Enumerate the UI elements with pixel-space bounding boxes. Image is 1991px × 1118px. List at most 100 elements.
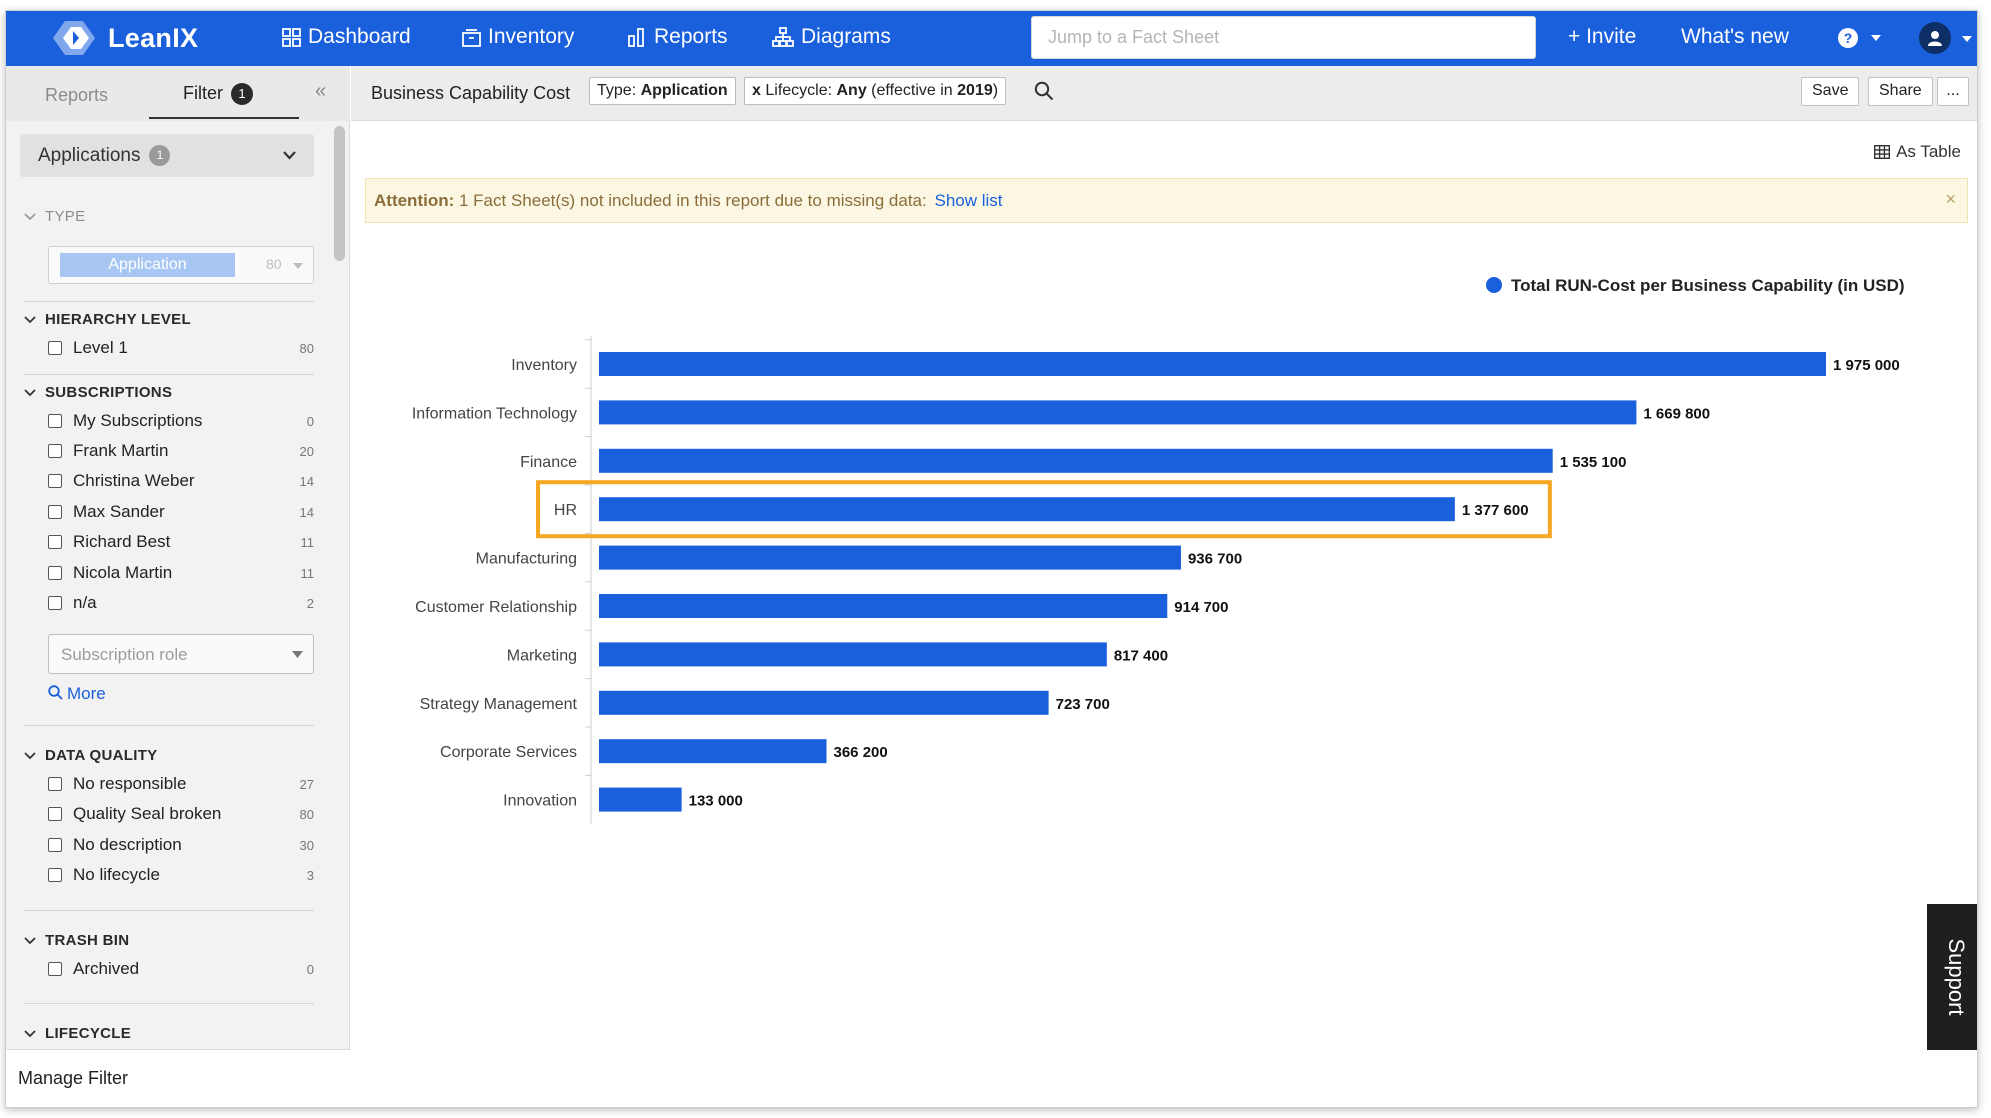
filter-chip-lifecycle[interactable]: x Lifecycle: Any (effective in 2019) bbox=[744, 77, 1007, 105]
subscription-role-select[interactable]: Subscription role bbox=[48, 634, 314, 674]
filter-option-nicola-martin[interactable]: Nicola Martin 11 bbox=[48, 563, 314, 583]
user-menu-chevron-icon[interactable] bbox=[1961, 35, 1973, 43]
bar-manufacturing[interactable] bbox=[599, 545, 1181, 570]
trash-bin-section-header[interactable]: TRASH BIN bbox=[24, 932, 129, 949]
filter-count-badge: 1 bbox=[231, 83, 253, 106]
chart-value-labels: 1 975 000 1 669 800 1 535 100 1 377 600 936 … bbox=[689, 357, 1900, 810]
bar-innovation[interactable] bbox=[599, 787, 682, 812]
bar-marketing[interactable] bbox=[599, 642, 1107, 667]
filter-option-christina-weber[interactable]: Christina Weber 14 bbox=[48, 471, 314, 491]
checkbox[interactable] bbox=[48, 777, 62, 791]
divider bbox=[24, 725, 314, 726]
chip-lifecycle-close: ) bbox=[992, 82, 999, 99]
filter-option-quality-seal-broken[interactable]: Quality Seal broken 80 bbox=[48, 804, 314, 824]
bar-customer-relationship[interactable] bbox=[599, 594, 1168, 618]
active-tab-indicator bbox=[149, 117, 299, 119]
checkbox[interactable] bbox=[48, 505, 62, 519]
more-actions-button[interactable]: ... bbox=[1937, 77, 1969, 106]
more-link[interactable]: More bbox=[48, 684, 106, 704]
data-quality-section-header[interactable]: DATA QUALITY bbox=[24, 747, 157, 764]
invite-button[interactable]: + Invite bbox=[1568, 25, 1637, 48]
bar-inventory[interactable] bbox=[599, 352, 1826, 376]
tab-reports[interactable]: Reports bbox=[45, 85, 109, 105]
filter-option-no-responsible[interactable]: No responsible 27 bbox=[48, 774, 314, 794]
checkbox[interactable] bbox=[48, 962, 62, 976]
show-list-link[interactable]: Show list bbox=[934, 191, 1003, 210]
attention-text: 1 Fact Sheet(s) not included in this rep… bbox=[454, 191, 927, 210]
filter-option-no-description[interactable]: No description 30 bbox=[48, 835, 314, 855]
option-label: No description bbox=[73, 835, 182, 854]
checkbox[interactable] bbox=[48, 474, 62, 488]
nav-dashboard[interactable]: Dashboard bbox=[282, 25, 411, 49]
type-filter[interactable]: Application 80 bbox=[48, 246, 314, 284]
filter-chip-type[interactable]: Type: Application bbox=[589, 77, 736, 105]
option-count: 0 bbox=[306, 961, 314, 977]
save-button[interactable]: Save bbox=[1801, 77, 1860, 106]
close-icon[interactable]: × bbox=[1945, 189, 1956, 209]
chip-lifecycle-suffix: (effective in bbox=[866, 82, 958, 99]
bar-information-technology[interactable] bbox=[599, 400, 1637, 425]
chart-legend[interactable]: Total RUN-Cost per Business Capability (… bbox=[1486, 276, 1905, 295]
tab-filter[interactable]: Filter 1 bbox=[183, 83, 253, 106]
option-count: 11 bbox=[300, 534, 315, 550]
option-label: Nicola Martin bbox=[73, 563, 173, 582]
option-count: 30 bbox=[299, 837, 314, 853]
collapse-sidebar-button[interactable]: « bbox=[315, 80, 327, 102]
checkbox[interactable] bbox=[48, 444, 62, 458]
chevron-down-icon bbox=[1871, 35, 1881, 41]
checkbox[interactable] bbox=[48, 838, 62, 852]
nav-diagrams[interactable]: Diagrams bbox=[772, 25, 891, 49]
value-label: 914 700 bbox=[1174, 599, 1228, 616]
share-button[interactable]: Share bbox=[1868, 77, 1933, 106]
as-table-toggle[interactable]: As Table bbox=[1874, 142, 1961, 162]
bar-corporate-services[interactable] bbox=[599, 739, 827, 764]
fact-sheet-type-selector[interactable]: Applications 1 bbox=[20, 134, 314, 177]
filter-option-na[interactable]: n/a 2 bbox=[48, 593, 314, 613]
filter-option-max-sander[interactable]: Max Sander 14 bbox=[48, 502, 314, 522]
filter-option-archived[interactable]: Archived 0 bbox=[48, 959, 314, 979]
leanix-logo-icon bbox=[53, 21, 95, 55]
dashboard-icon bbox=[282, 27, 301, 47]
checkbox[interactable] bbox=[48, 566, 62, 580]
sidebar-scrollbar[interactable] bbox=[334, 126, 345, 261]
filter-option-my-subscriptions[interactable]: My Subscriptions 0 bbox=[48, 411, 314, 431]
nav-inventory[interactable]: Inventory bbox=[462, 25, 574, 49]
filter-option-frank-martin[interactable]: Frank Martin 20 bbox=[48, 441, 314, 461]
checkbox[interactable] bbox=[48, 807, 62, 821]
type-section-header[interactable]: TYPE bbox=[24, 208, 85, 225]
filter-option-richard-best[interactable]: Richard Best 11 bbox=[48, 532, 314, 552]
support-tab[interactable]: Support bbox=[1927, 904, 1977, 1050]
attention-label: Attention: bbox=[374, 191, 455, 210]
nav-reports[interactable]: Reports bbox=[628, 25, 728, 49]
manage-filter-button[interactable]: Manage Filter bbox=[6, 1049, 350, 1107]
checkbox[interactable] bbox=[48, 341, 62, 355]
inventory-icon bbox=[462, 28, 481, 47]
fact-sheet-search-input[interactable] bbox=[1031, 16, 1536, 59]
subscriptions-section-header[interactable]: SUBSCRIPTIONS bbox=[24, 384, 172, 401]
user-avatar[interactable] bbox=[1919, 22, 1951, 54]
filter-option-level-1[interactable]: Level 1 80 bbox=[48, 338, 314, 358]
help-menu[interactable]: ? bbox=[1837, 27, 1889, 49]
hr-highlight-box bbox=[536, 480, 1552, 539]
bar-strategy-management[interactable] bbox=[599, 690, 1049, 715]
whats-new-link[interactable]: What's new bbox=[1681, 25, 1789, 48]
value-label: 133 000 bbox=[689, 793, 743, 810]
legend-label: Total RUN-Cost per Business Capability (… bbox=[1511, 276, 1905, 295]
leanix-logo[interactable]: LeanIX bbox=[51, 19, 198, 57]
checkbox[interactable] bbox=[48, 868, 62, 882]
bar-finance[interactable] bbox=[599, 448, 1553, 473]
checkbox[interactable] bbox=[48, 414, 62, 428]
data-quality-heading: DATA QUALITY bbox=[45, 747, 158, 764]
lifecycle-section-header[interactable]: LIFECYCLE bbox=[24, 1025, 131, 1042]
filter-option-no-lifecycle[interactable]: No lifecycle 3 bbox=[48, 865, 314, 885]
bar-hr[interactable] bbox=[599, 497, 1455, 522]
filter-panel: Applications 1 TYPE Application 80 HIERAR… bbox=[20, 134, 320, 1042]
remove-chip-icon[interactable]: x bbox=[752, 82, 761, 99]
as-table-label: As Table bbox=[1896, 142, 1961, 161]
checkbox[interactable] bbox=[48, 535, 62, 549]
category-label: Information Technology bbox=[412, 405, 577, 422]
checkbox[interactable] bbox=[48, 596, 62, 610]
hierarchy-section-header[interactable]: HIERARCHY LEVEL bbox=[24, 311, 191, 328]
type-pill-application[interactable]: Application bbox=[60, 253, 235, 277]
search-icon[interactable] bbox=[1034, 81, 1054, 101]
